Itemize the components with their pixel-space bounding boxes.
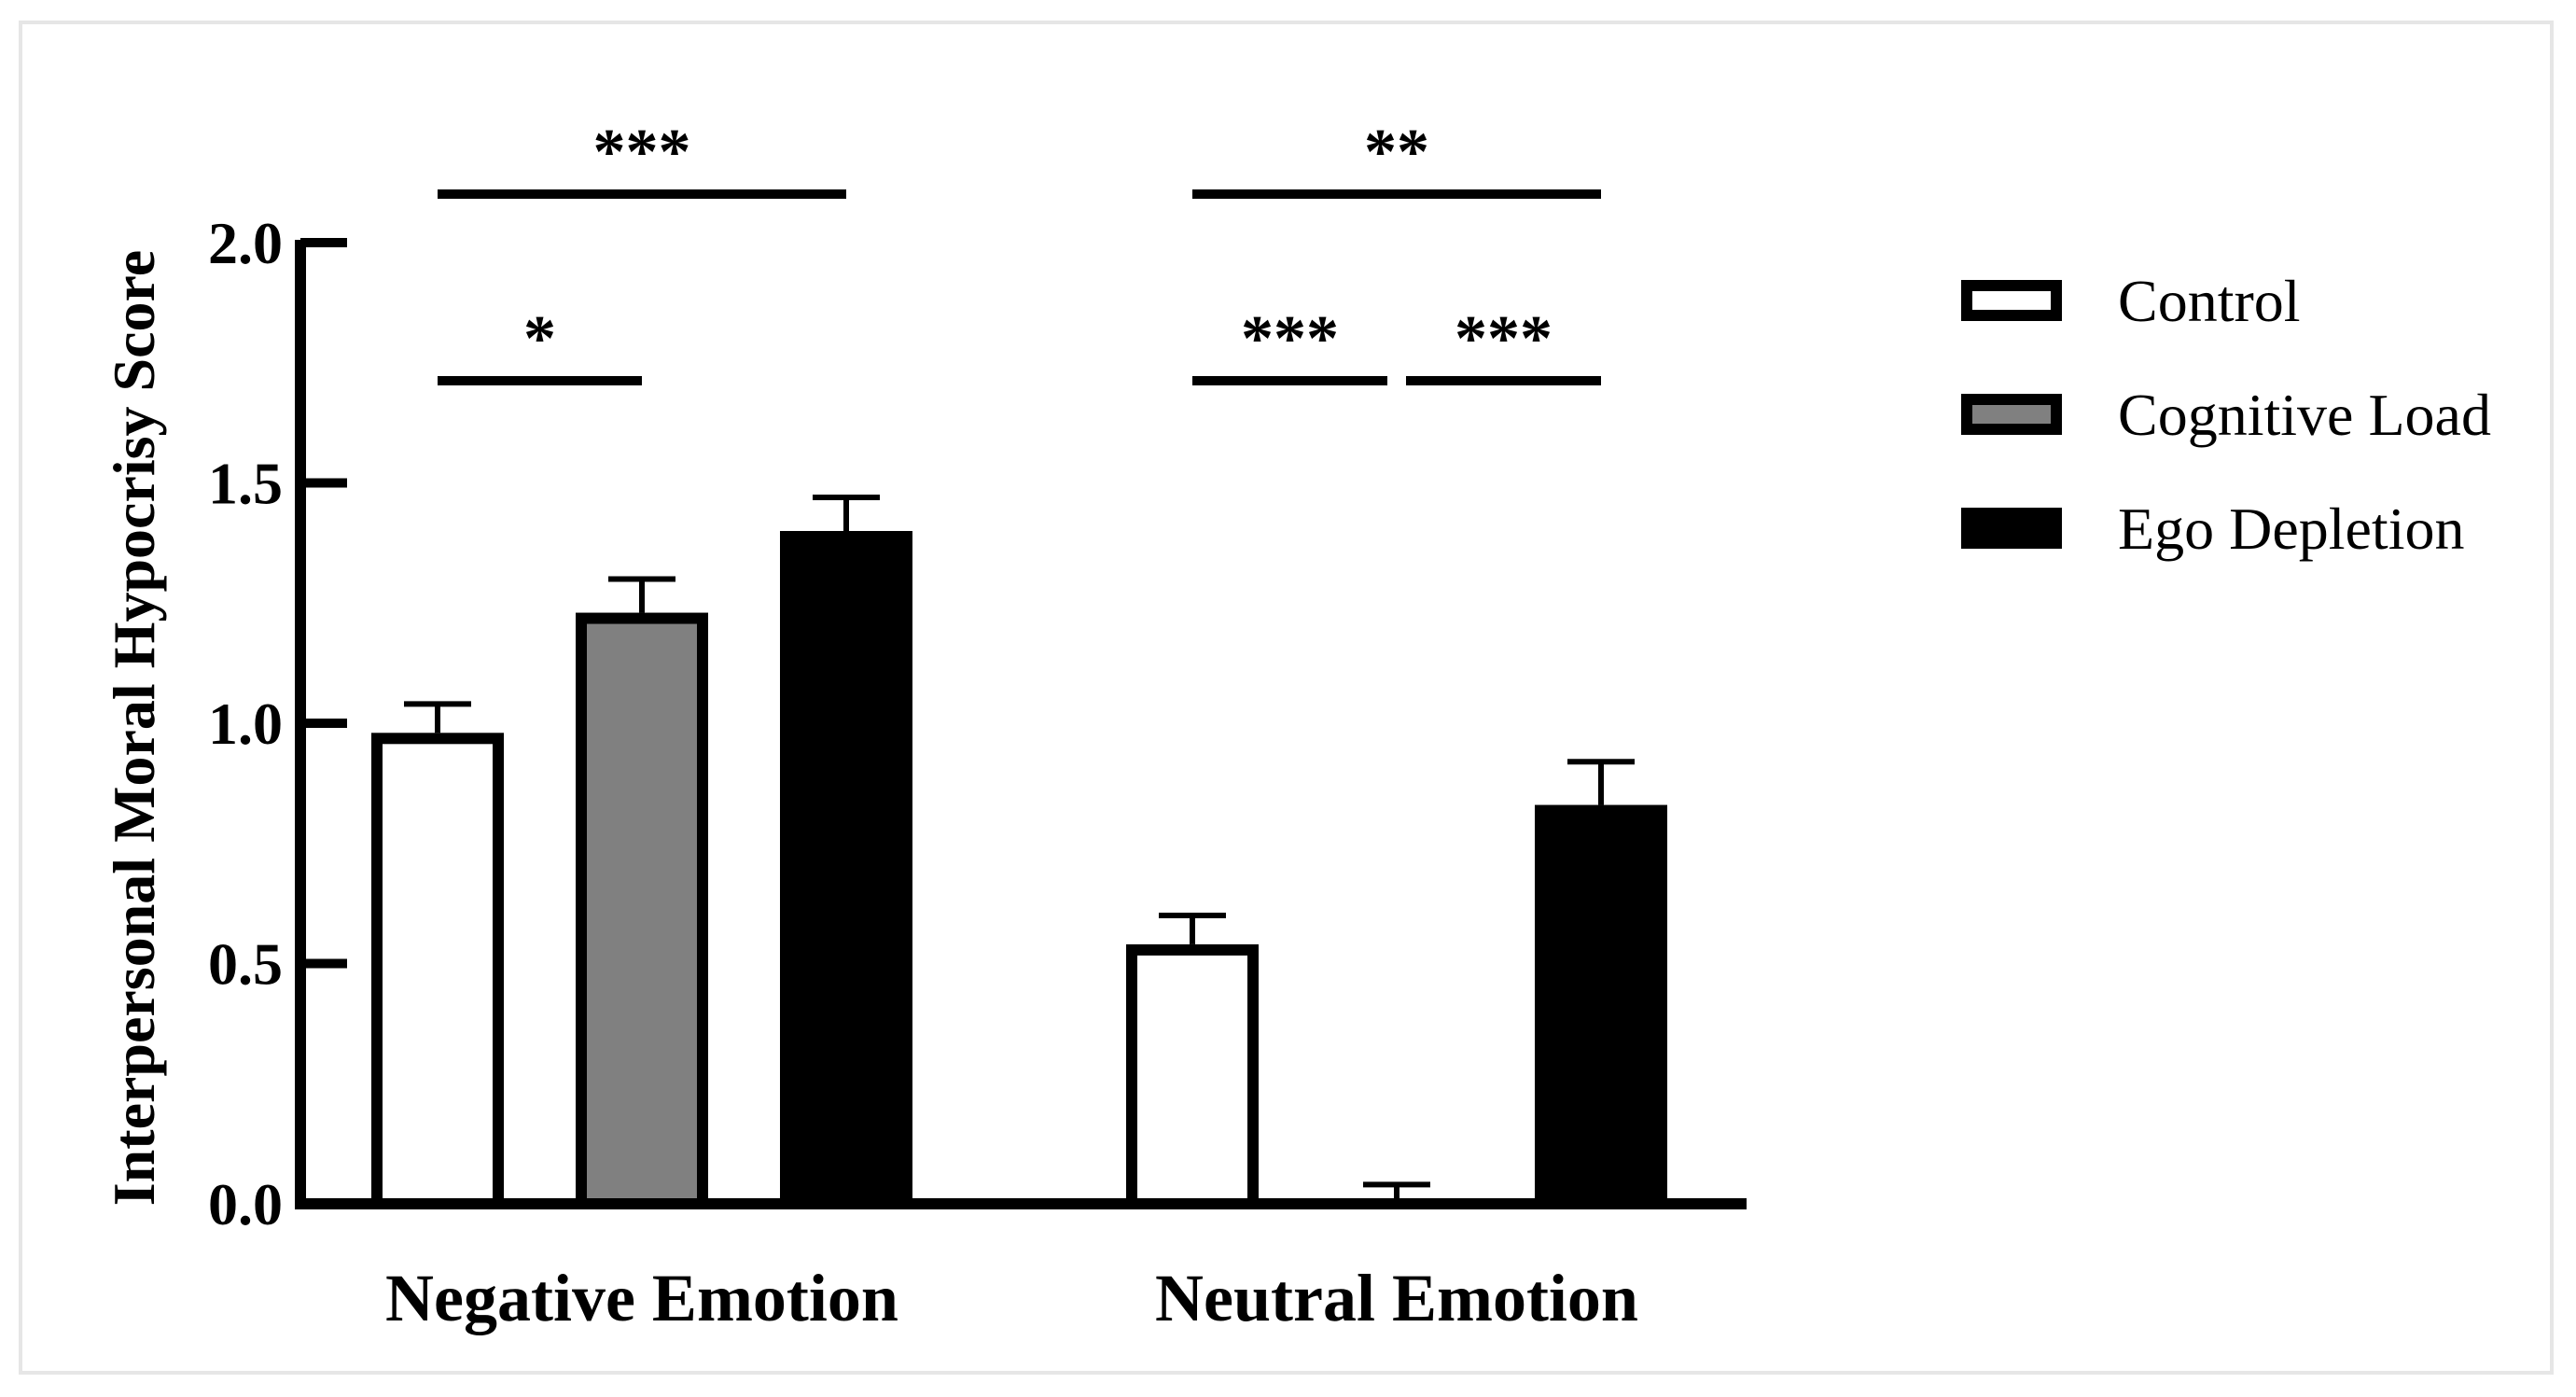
y-tick-label: 2.0 [208, 210, 283, 276]
legend-label: Control [2118, 268, 2301, 334]
bar-ego-depletion-0 [780, 531, 912, 1209]
significance-label: *** [1455, 303, 1553, 375]
bar-cognitive-load-0 [576, 612, 708, 1209]
legend-swatch-ego-depletion [1961, 508, 2062, 549]
bar-control-0 [371, 733, 504, 1209]
y-tick-label: 1.5 [208, 451, 283, 517]
y-axis-title: Interpersonal Moral Hypocrisy Score [101, 250, 167, 1206]
bar-control-1 [1126, 943, 1259, 1210]
legend-swatch-cognitive-load [1961, 394, 2062, 435]
legend-label: Cognitive Load [2118, 382, 2491, 448]
significance-label: *** [1241, 303, 1339, 375]
x-category-label: Neutral Emotion [1155, 1261, 1638, 1335]
y-tick-label: 1.0 [208, 691, 283, 757]
significance-label: *** [593, 117, 691, 189]
significance-label: ** [1364, 117, 1429, 189]
significance-label: * [523, 303, 556, 375]
x-category-label: Negative Emotion [385, 1261, 898, 1335]
legend-swatch-control [1961, 280, 2062, 321]
legend-label: Ego Depletion [2118, 496, 2464, 562]
y-tick-label: 0.0 [208, 1171, 283, 1237]
bar-ego-depletion-1 [1535, 804, 1667, 1209]
y-tick-label: 0.5 [208, 931, 283, 998]
